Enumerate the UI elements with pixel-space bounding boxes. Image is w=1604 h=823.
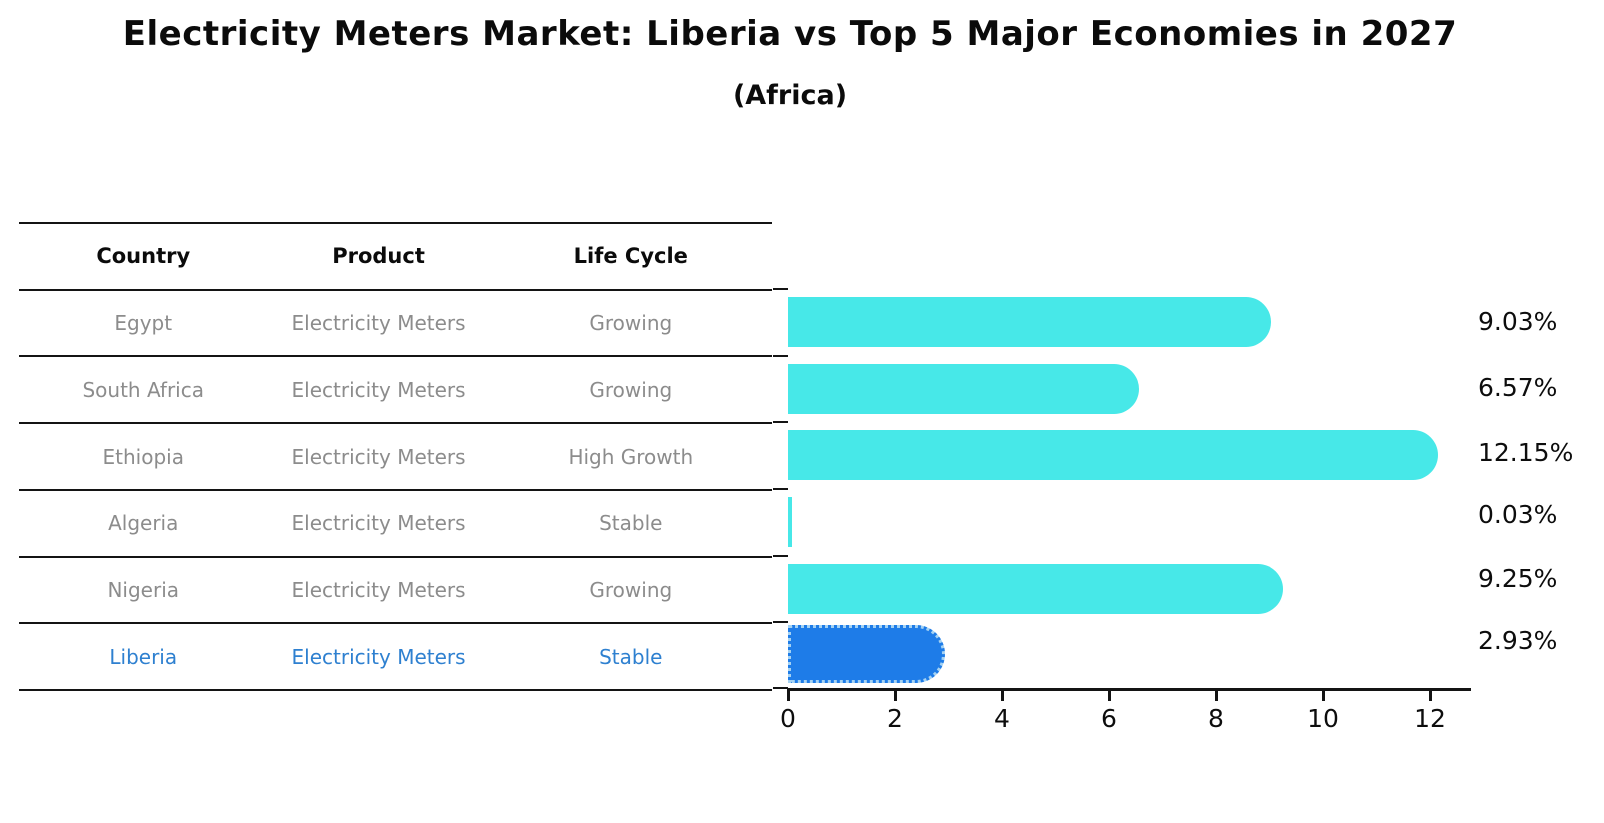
table-row-south-africa: South Africa Electricity Meters Growing	[19, 355, 772, 422]
y-axis-tick	[773, 488, 788, 490]
header-cell-life-cycle: Life Cycle	[573, 244, 688, 269]
table-row-ethiopia: Ethiopia Electricity Meters High Growth	[19, 422, 772, 489]
cell-product: Electricity Meters	[291, 377, 466, 402]
cell-country: South Africa	[82, 377, 204, 402]
table-row-liberia: Liberia Electricity Meters Stable	[19, 622, 772, 689]
cell-product: Electricity Meters	[291, 511, 466, 536]
cell-country: Egypt	[114, 311, 173, 336]
y-axis-tick	[773, 355, 788, 357]
x-axis-tick	[1001, 691, 1004, 701]
cell-product: Electricity Meters	[291, 444, 466, 469]
bar-nigeria	[788, 564, 1283, 614]
table-header-row: Country Product Life Cycle	[19, 222, 772, 289]
y-axis-tick	[773, 687, 788, 689]
cell-life-cycle: Growing	[589, 311, 673, 336]
value-label: 9.25%	[1478, 564, 1558, 593]
bar-ethiopia	[788, 430, 1439, 480]
cell-country: Algeria	[108, 511, 179, 536]
x-axis-tick-label: 0	[780, 704, 796, 733]
cell-product: Electricity Meters	[291, 577, 466, 602]
cell-country: Ethiopia	[102, 444, 184, 469]
cell-product: Electricity Meters	[291, 644, 466, 669]
x-axis-tick	[787, 691, 790, 701]
header-cell-product: Product	[332, 244, 425, 269]
x-axis-line	[787, 688, 1471, 691]
header-cell-country: Country	[96, 244, 191, 269]
table-row-algeria: Algeria Electricity Meters Stable	[19, 488, 772, 556]
bar-algeria	[788, 497, 792, 547]
chart-title: Electricity Meters Market: Liberia vs To…	[122, 14, 1458, 54]
bar-south-africa	[788, 364, 1140, 414]
cell-life-cycle: Stable	[599, 511, 663, 536]
cell-country: Liberia	[109, 644, 178, 669]
value-label: 0.03%	[1478, 500, 1558, 529]
y-axis-tick	[773, 621, 788, 623]
cell-life-cycle: High Growth	[568, 444, 694, 469]
bar-liberia	[788, 625, 945, 683]
y-axis-tick	[773, 555, 788, 557]
x-axis-tick-label: 6	[1101, 704, 1117, 733]
y-axis-tick	[773, 288, 788, 290]
chart-subtitle: (Africa)	[732, 80, 848, 111]
x-axis-tick	[894, 691, 897, 701]
value-label: 6.57%	[1478, 373, 1558, 402]
bar-egypt	[788, 297, 1272, 347]
y-axis-tick	[773, 421, 788, 423]
x-axis-tick	[1108, 691, 1111, 701]
x-axis-tick	[1215, 691, 1218, 701]
x-axis-tick	[1429, 691, 1432, 701]
table-row-nigeria: Nigeria Electricity Meters Growing	[19, 555, 772, 623]
comparison-table: Country Product Life Cycle Egypt Electri…	[19, 222, 772, 691]
x-axis-tick-label: 12	[1414, 704, 1446, 733]
cell-life-cycle: Growing	[589, 577, 673, 602]
x-axis-tick-label: 10	[1307, 704, 1339, 733]
value-label: 12.15%	[1478, 438, 1574, 467]
x-axis-tick-label: 4	[994, 704, 1010, 733]
x-axis-tick-label: 2	[887, 704, 903, 733]
cell-life-cycle: Growing	[589, 377, 673, 402]
value-label: 9.03%	[1478, 307, 1558, 336]
cell-product: Electricity Meters	[291, 311, 466, 336]
x-axis-tick-label: 8	[1208, 704, 1224, 733]
x-axis-tick	[1322, 691, 1325, 701]
value-label: 2.93%	[1478, 626, 1558, 655]
cell-country: Nigeria	[107, 577, 180, 602]
table-row-egypt: Egypt Electricity Meters Growing	[19, 288, 772, 356]
cell-life-cycle: Stable	[599, 644, 663, 669]
